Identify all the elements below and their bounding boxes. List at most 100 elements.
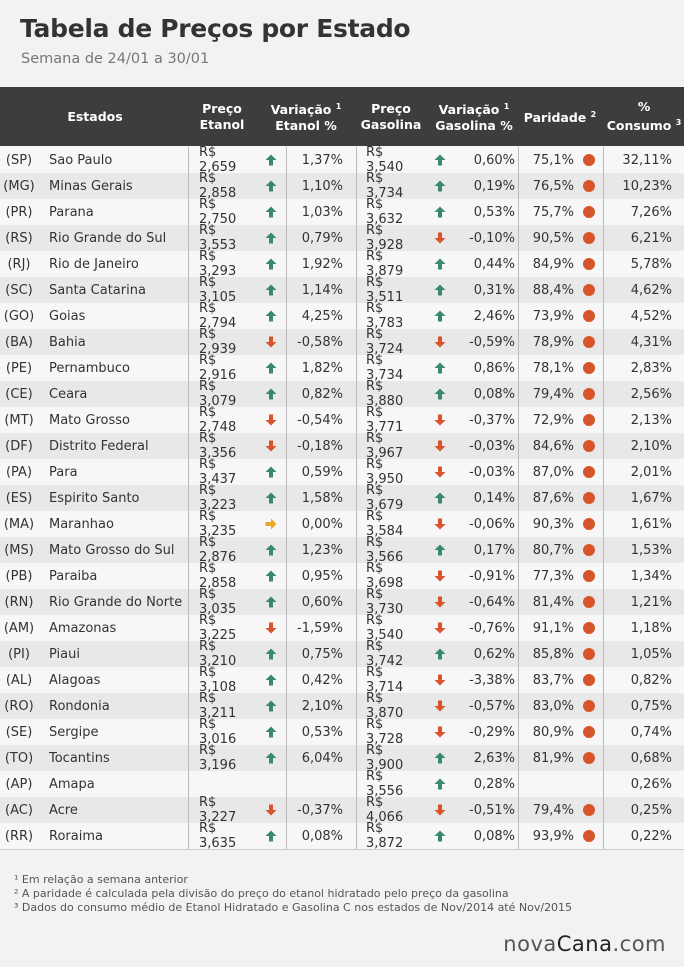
state-name: Para bbox=[49, 464, 78, 480]
state-name: Amapa bbox=[49, 776, 95, 792]
arrow-down-icon bbox=[433, 329, 447, 355]
ethanol-variation: -0,18% bbox=[297, 438, 343, 454]
gasoline-variation: -0,37% bbox=[469, 412, 515, 428]
consumption-share: 2,83% bbox=[630, 360, 672, 376]
consumption-share: 1,05% bbox=[630, 646, 672, 662]
state-name: Mato Grosso bbox=[49, 412, 130, 428]
parity-dot-icon bbox=[582, 745, 596, 771]
consumption-share: 1,61% bbox=[630, 516, 672, 532]
state-name: Amazonas bbox=[49, 620, 117, 636]
state-code: (AC) bbox=[5, 802, 33, 818]
table-row: (SC) Santa Catarina R$ 3,105 1,14% R$ 3,511 0… bbox=[0, 275, 684, 305]
gasoline-variation: -0,03% bbox=[469, 438, 515, 454]
table-row: (MG) Minas Gerais R$ 2,858 1,10% R$ 3,734 0,1… bbox=[0, 171, 684, 201]
gasoline-price: R$ 3,566 bbox=[366, 535, 404, 565]
parity: 79,4% bbox=[532, 386, 574, 402]
gasoline-variation: -3,38% bbox=[469, 672, 515, 688]
arrow-down-icon bbox=[433, 563, 447, 589]
parity-dot-icon bbox=[582, 199, 596, 225]
gasoline-price: R$ 3,928 bbox=[366, 223, 404, 253]
consumption-share: 0,26% bbox=[630, 776, 672, 792]
ethanol-variation: 1,82% bbox=[301, 360, 343, 376]
state-name: Rio Grande do Norte bbox=[49, 594, 183, 610]
empty-icon bbox=[264, 771, 278, 797]
column-divider bbox=[188, 147, 189, 849]
ethanol-price: R$ 3,035 bbox=[199, 587, 237, 617]
state-name: Bahia bbox=[49, 334, 86, 350]
consumption-share: 2,01% bbox=[630, 464, 672, 480]
parity: 91,1% bbox=[532, 620, 574, 636]
state-code: (DF) bbox=[5, 438, 33, 454]
gasoline-variation: 0,08% bbox=[473, 828, 515, 844]
arrow-up-icon bbox=[433, 641, 447, 667]
ethanol-price: R$ 3,437 bbox=[199, 457, 237, 487]
ethanol-price: R$ 3,108 bbox=[199, 665, 237, 695]
arrow-up-icon bbox=[433, 823, 447, 849]
state-code: (RS) bbox=[5, 230, 33, 246]
gasoline-price: R$ 3,734 bbox=[366, 353, 404, 383]
gasoline-variation: 2,46% bbox=[473, 308, 515, 324]
ethanol-price: R$ 3,553 bbox=[199, 223, 237, 253]
ethanol-price: R$ 3,635 bbox=[199, 821, 237, 851]
gasoline-price: R$ 3,730 bbox=[366, 587, 404, 617]
ethanol-price: R$ 2,858 bbox=[199, 561, 237, 591]
table-row: (MA) Maranhao R$ 3,235 0,00% R$ 3,584 -0,06% 9… bbox=[0, 509, 684, 539]
header-preco-etanol: Preço Etanol bbox=[199, 100, 245, 132]
table-row: (SP) Sao Paulo R$ 2,659 1,37% R$ 3,540 0,60% 7… bbox=[0, 145, 684, 175]
ethanol-price: R$ 3,227 bbox=[199, 795, 237, 825]
arrow-up-icon bbox=[433, 303, 447, 329]
footnote-2: ² A paridade é calculada pela divisão do… bbox=[14, 887, 509, 900]
table-row: (TO) Tocantins R$ 3,196 6,04% R$ 3,900 2,63% 8… bbox=[0, 743, 684, 773]
state-code: (GO) bbox=[3, 308, 35, 324]
parity bbox=[522, 771, 574, 797]
table-header: Estados Preço Etanol Variação 1 Etanol % P… bbox=[0, 87, 684, 146]
state-code: (PR) bbox=[5, 204, 33, 220]
arrow-down-icon bbox=[433, 225, 447, 251]
state-code: (AL) bbox=[5, 672, 33, 688]
gasoline-variation: 2,63% bbox=[473, 750, 515, 766]
gasoline-variation: 0,19% bbox=[473, 178, 515, 194]
arrow-down-icon bbox=[264, 615, 278, 641]
state-code: (SC) bbox=[5, 282, 33, 298]
parity-dot-icon bbox=[582, 485, 596, 511]
header-consumo: % Consumo 3 bbox=[606, 98, 682, 134]
consumption-share: 6,21% bbox=[630, 230, 672, 246]
table-row: (PR) Parana R$ 2,750 1,03% R$ 3,632 0,53% 75,7… bbox=[0, 197, 684, 227]
state-name: Rio de Janeiro bbox=[49, 256, 139, 272]
arrow-down-icon bbox=[433, 693, 447, 719]
brand-logo: novaCana.com bbox=[503, 932, 666, 956]
parity-dot-icon bbox=[582, 381, 596, 407]
consumption-share: 0,75% bbox=[630, 698, 672, 714]
gasoline-variation: 0,86% bbox=[473, 360, 515, 376]
state-name: Ceara bbox=[49, 386, 88, 402]
gasoline-variation: 0,14% bbox=[473, 490, 515, 506]
arrow-up-icon bbox=[264, 355, 278, 381]
table-row: (PB) Paraiba R$ 2,858 0,95% R$ 3,698 -0,91% 77… bbox=[0, 561, 684, 591]
table-row: (PA) Para R$ 3,437 0,59% R$ 3,950 -0,03% 87,0%… bbox=[0, 457, 684, 487]
gasoline-variation: -0,91% bbox=[469, 568, 515, 584]
gasoline-variation: 0,28% bbox=[473, 776, 515, 792]
arrow-down-icon bbox=[433, 459, 447, 485]
parity: 93,9% bbox=[532, 828, 574, 844]
gasoline-variation: 0,60% bbox=[473, 152, 515, 168]
consumption-share: 2,56% bbox=[630, 386, 672, 402]
gasoline-price: R$ 3,967 bbox=[366, 431, 404, 461]
parity-dot-icon bbox=[582, 693, 596, 719]
gasoline-variation: -0,76% bbox=[469, 620, 515, 636]
table-row: (ES) Espirito Santo R$ 3,223 1,58% R$ 3,679 0… bbox=[0, 483, 684, 513]
ethanol-variation: 4,25% bbox=[301, 308, 343, 324]
arrow-down-icon bbox=[264, 407, 278, 433]
arrow-up-icon bbox=[433, 147, 447, 173]
ethanol-price: R$ 2,876 bbox=[199, 535, 237, 565]
parity-dot-icon bbox=[582, 823, 596, 849]
header-variacao-etanol: Variação 1 Etanol % bbox=[270, 101, 342, 134]
arrow-flat-icon bbox=[264, 511, 278, 537]
table-row: (PE) Pernambuco R$ 2,916 1,82% R$ 3,734 0,86%… bbox=[0, 353, 684, 383]
state-code: (ES) bbox=[5, 490, 33, 506]
parity: 78,9% bbox=[532, 334, 574, 350]
arrow-up-icon bbox=[264, 225, 278, 251]
consumption-share: 0,68% bbox=[630, 750, 672, 766]
consumption-share: 10,23% bbox=[622, 178, 672, 194]
state-name: Goias bbox=[49, 308, 86, 324]
table-row: (RR) Roraima R$ 3,635 0,08% R$ 3,872 0,08% 93,… bbox=[0, 821, 684, 851]
